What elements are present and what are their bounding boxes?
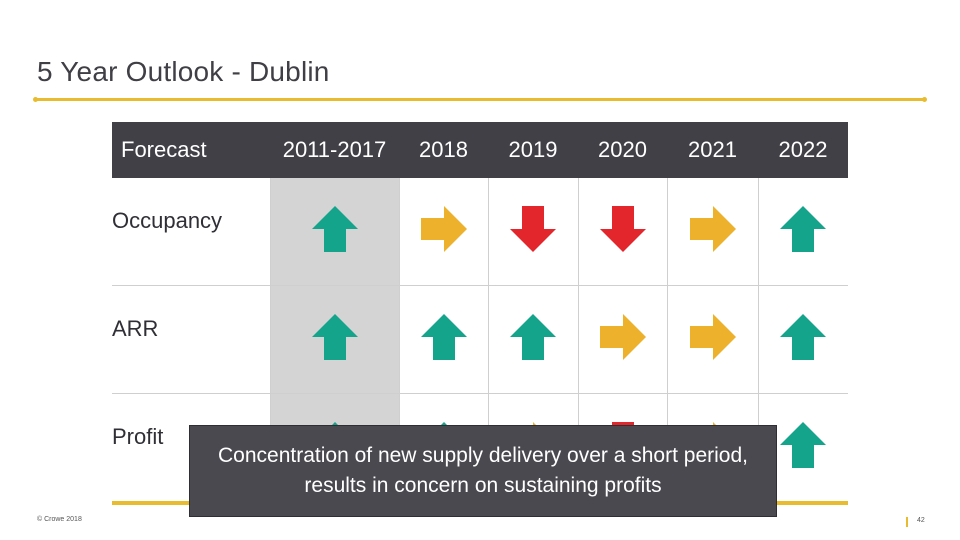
trend-cell — [398, 178, 488, 286]
title-divider — [35, 98, 925, 101]
trend-cell — [269, 178, 399, 286]
callout-text: Concentration of new supply delivery ove… — [218, 444, 748, 497]
arrow-down-icon — [599, 206, 646, 252]
row-label: ARR — [112, 285, 270, 394]
table-header-row: Forecast 2011-2017 2018 2019 2020 2021 2… — [112, 122, 848, 178]
divider-left-dot — [33, 97, 38, 102]
page-title: 5 Year Outlook - Dublin — [37, 56, 330, 87]
trend-cell — [577, 178, 667, 286]
trend-cell — [577, 285, 667, 394]
header-forecast: Forecast — [112, 122, 270, 178]
arrow-up-icon — [780, 314, 827, 360]
copyright-text: © Crowe 2018 — [37, 516, 82, 523]
header-year: 2018 — [399, 122, 488, 178]
table-row: ARR — [112, 285, 848, 394]
arrow-down-icon — [510, 206, 556, 252]
divider-right-dot — [922, 97, 927, 102]
trend-cell — [269, 285, 399, 394]
trend-cell — [666, 178, 758, 286]
table-row: Occupancy — [112, 178, 848, 286]
header-year: 2019 — [488, 122, 578, 178]
arrow-up-icon — [780, 422, 827, 468]
arrow-up-icon — [311, 314, 358, 360]
header-year: 2021 — [667, 122, 758, 178]
trend-cell — [487, 178, 578, 286]
callout-box: Concentration of new supply delivery ove… — [189, 425, 777, 517]
page-number: 42 — [917, 517, 925, 524]
trend-cell — [666, 285, 758, 394]
arrow-up-icon — [510, 314, 556, 360]
page-number-bar — [906, 517, 908, 527]
arrow-up-icon — [311, 206, 358, 252]
arrow-up-icon — [780, 206, 827, 252]
header-year: 2022 — [758, 122, 848, 178]
arrow-right-icon — [689, 206, 736, 252]
header-year: 2020 — [578, 122, 667, 178]
arrow-right-icon — [689, 314, 736, 360]
arrow-right-icon — [599, 314, 646, 360]
row-label: Occupancy — [112, 178, 270, 286]
trend-cell — [487, 285, 578, 394]
trend-cell — [757, 178, 848, 286]
arrow-up-icon — [420, 314, 467, 360]
arrow-right-icon — [420, 206, 467, 252]
trend-cell — [398, 285, 488, 394]
header-year: 2011-2017 — [270, 122, 399, 178]
trend-cell — [757, 285, 848, 394]
